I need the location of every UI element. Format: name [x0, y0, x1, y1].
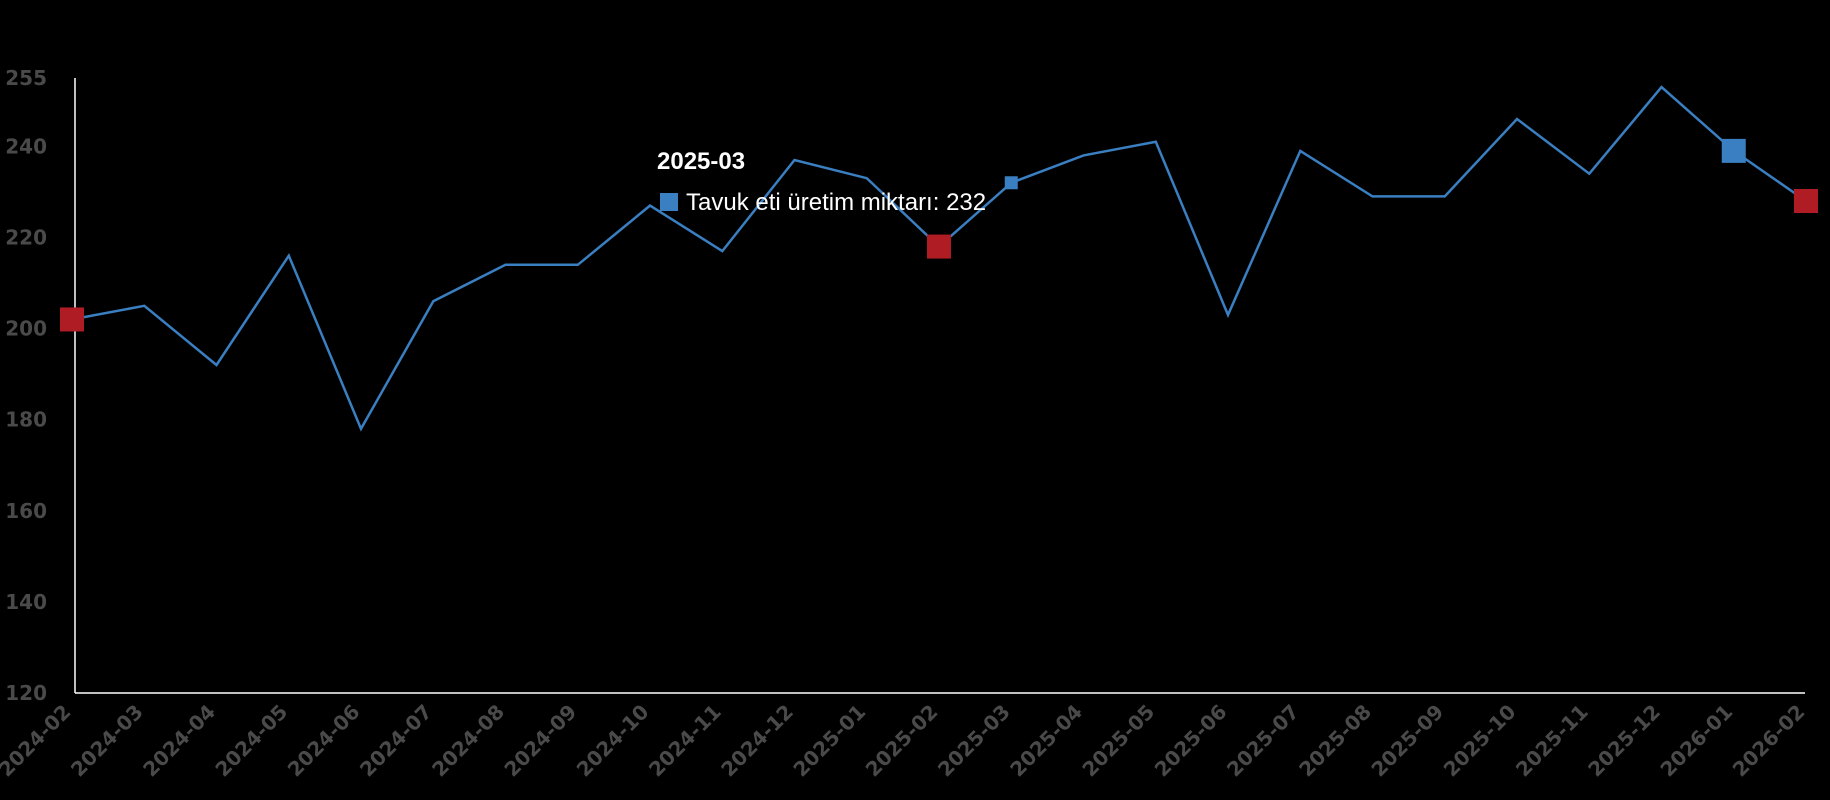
data-point[interactable]: [142, 304, 146, 308]
y-tick-label: 200: [5, 317, 47, 341]
low-marker[interactable]: [60, 307, 84, 332]
data-point[interactable]: [504, 263, 508, 267]
data-point[interactable]: [793, 158, 797, 162]
tooltip-value: 232: [946, 189, 986, 216]
tooltip-separator: :: [933, 189, 946, 216]
y-tick-label: 255: [5, 66, 47, 90]
data-point[interactable]: [865, 176, 869, 180]
data-point[interactable]: [1082, 153, 1086, 157]
tooltip-title: 2025-03: [657, 148, 745, 175]
data-point[interactable]: [215, 363, 219, 367]
y-tick-label: 220: [5, 225, 47, 249]
y-axis-ticks: 120 140 160 180 200 220 240 255: [5, 66, 47, 705]
low-marker[interactable]: [1794, 189, 1818, 213]
y-tick-label: 240: [5, 134, 47, 158]
data-point[interactable]: [1371, 194, 1375, 198]
data-point[interactable]: [1226, 313, 1230, 317]
y-tick-label: 120: [5, 681, 47, 705]
y-tick-label: 140: [5, 590, 47, 614]
active-point-marker[interactable]: [1004, 176, 1018, 190]
data-point[interactable]: [1515, 117, 1519, 121]
tooltip-series-swatch: [660, 193, 678, 211]
data-point[interactable]: [1443, 194, 1447, 198]
tooltip: 2025-03 Tavuk eti üretim miktarı: 232: [657, 148, 986, 216]
data-point[interactable]: [720, 249, 724, 253]
data-point[interactable]: [431, 299, 435, 303]
data-point[interactable]: [576, 263, 580, 267]
data-point[interactable]: [1298, 149, 1302, 153]
y-tick-label: 160: [5, 499, 47, 523]
y-tick-label: 180: [5, 408, 47, 432]
highlight-markers: [60, 138, 1818, 332]
data-point[interactable]: [648, 204, 652, 208]
tooltip-value-text: Tavuk eti üretim miktarı: 232: [686, 189, 986, 216]
data-point[interactable]: [1587, 172, 1591, 176]
data-point[interactable]: [359, 427, 363, 431]
data-point[interactable]: [287, 254, 291, 258]
high-marker[interactable]: [1721, 138, 1746, 163]
data-point[interactable]: [1660, 85, 1664, 89]
low-marker[interactable]: [927, 234, 951, 259]
tooltip-series-label: Tavuk eti üretim miktarı: [686, 189, 933, 216]
data-point[interactable]: [1154, 140, 1158, 144]
